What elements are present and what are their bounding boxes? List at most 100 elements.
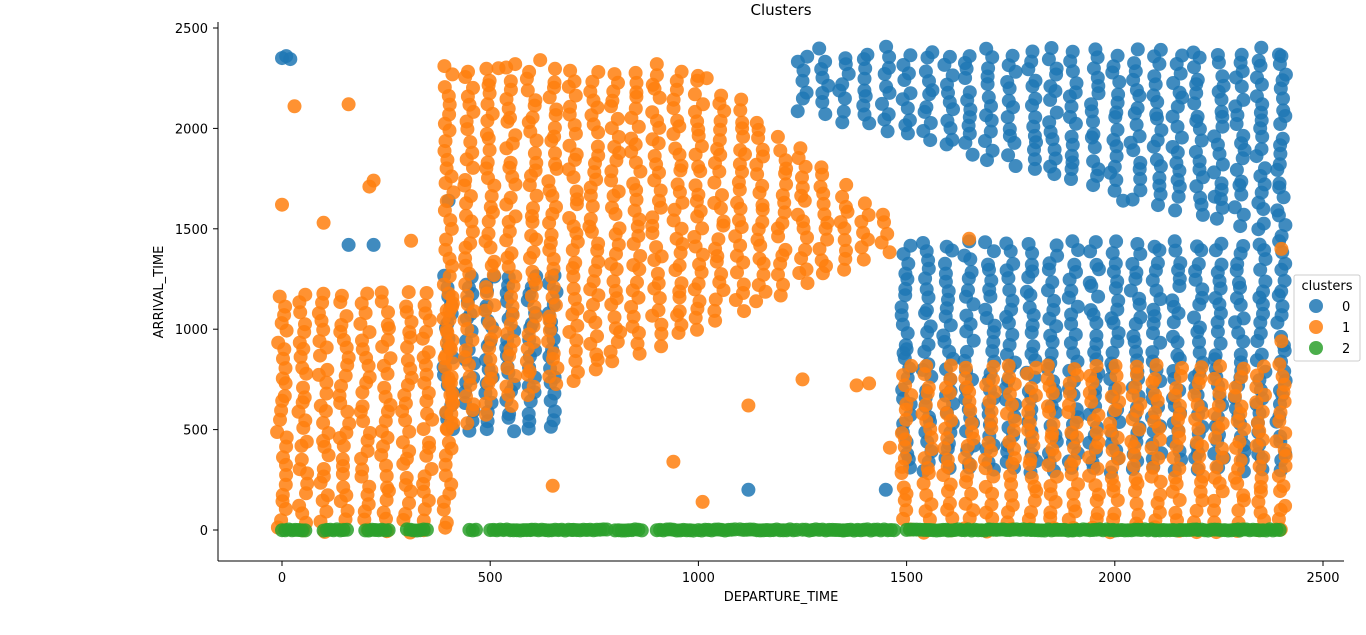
point-cluster-1	[690, 322, 704, 337]
point-cluster-1	[439, 323, 454, 338]
point-cluster-1	[626, 176, 641, 191]
point-cluster-1	[1132, 422, 1147, 437]
point-cluster-1	[1236, 361, 1251, 376]
point-cluster-1	[1169, 381, 1184, 396]
point-cluster-0	[899, 342, 914, 357]
point-cluster-1	[1040, 358, 1055, 373]
point-cluster-1	[459, 208, 473, 223]
point-cluster-1	[645, 132, 660, 147]
legend-marker-1	[1309, 320, 1323, 334]
point-cluster-0	[1278, 67, 1293, 82]
point-cluster-1	[1129, 496, 1144, 511]
point-cluster-1	[672, 304, 687, 319]
point-cluster-0	[1064, 129, 1079, 144]
point-cluster-0	[979, 41, 994, 56]
point-cluster-1	[399, 299, 414, 314]
point-cluster-0	[981, 90, 996, 105]
point-cluster-1	[313, 398, 328, 413]
point-cluster-1	[1040, 371, 1055, 386]
point-cluster-0	[1049, 105, 1064, 120]
point-cluster-1	[1066, 498, 1081, 512]
point-cluster-0	[1107, 159, 1122, 174]
point-cluster-1	[465, 145, 480, 160]
point-cluster-0	[1127, 56, 1142, 71]
point-cluster-0	[1233, 347, 1248, 362]
point-cluster-1	[674, 276, 689, 291]
point-cluster-0	[1227, 200, 1242, 215]
point-cluster-1	[1001, 358, 1016, 373]
point-cluster-0	[1064, 148, 1079, 163]
point-cluster-0	[1019, 284, 1034, 299]
point-cluster-0	[1193, 190, 1208, 205]
point-cluster-1	[465, 224, 480, 239]
point-cluster-1	[548, 146, 562, 161]
point-cluster-1	[541, 174, 556, 189]
point-cluster-0	[957, 248, 972, 263]
point-cluster-2	[1272, 523, 1287, 537]
point-cluster-1	[714, 267, 729, 282]
point-cluster-1	[590, 329, 604, 344]
point-cluster-1	[707, 175, 722, 190]
point-cluster-0	[1275, 299, 1290, 314]
point-cluster-1	[402, 424, 417, 439]
point-cluster-1	[376, 505, 391, 520]
point-cluster-1	[795, 170, 809, 185]
point-cluster-1	[735, 115, 750, 130]
point-cluster-0	[923, 116, 938, 130]
point-cluster-0	[959, 308, 974, 323]
point-cluster-0	[1000, 75, 1015, 89]
point-cluster-0	[875, 96, 889, 111]
point-cluster-1	[504, 398, 519, 413]
point-cluster-1	[1274, 334, 1289, 349]
point-cluster-1	[402, 496, 416, 511]
point-cluster-0	[283, 52, 298, 67]
point-cluster-1	[311, 306, 326, 321]
point-cluster-1	[957, 450, 972, 465]
point-cluster-0	[836, 104, 851, 119]
point-cluster-1	[334, 288, 349, 303]
point-cluster-0	[961, 283, 975, 298]
point-cluster-1	[839, 243, 853, 258]
point-cluster-1	[570, 365, 585, 380]
point-cluster-1	[1089, 359, 1104, 373]
point-cluster-1	[499, 379, 514, 394]
point-cluster-0	[1166, 76, 1181, 90]
point-cluster-1	[300, 476, 315, 491]
point-cluster-1	[320, 362, 335, 377]
point-cluster-1	[520, 83, 535, 98]
point-cluster-1	[1089, 425, 1104, 440]
point-cluster-1	[292, 335, 307, 350]
point-cluster-1	[548, 157, 563, 171]
point-cluster-1	[645, 105, 660, 120]
point-cluster-1	[1105, 443, 1120, 458]
point-cluster-1	[362, 370, 377, 385]
point-cluster-1	[312, 334, 327, 349]
point-cluster-0	[1272, 176, 1287, 191]
point-cluster-0	[981, 257, 995, 272]
point-cluster-1	[1278, 458, 1293, 473]
point-cluster-1	[1194, 360, 1209, 375]
point-cluster-0	[1277, 273, 1292, 288]
point-cluster-0	[1068, 327, 1083, 342]
point-cluster-1	[1063, 386, 1077, 401]
point-cluster-0	[1207, 189, 1222, 204]
point-cluster-1	[628, 101, 643, 116]
point-cluster-1	[942, 496, 957, 511]
point-cluster-1	[695, 221, 710, 236]
point-cluster-1	[446, 185, 461, 200]
point-cluster-1	[695, 494, 710, 509]
point-cluster-1	[381, 305, 395, 320]
point-cluster-1	[270, 425, 285, 439]
point-cluster-1	[279, 468, 294, 482]
point-cluster-0	[1043, 79, 1058, 94]
point-cluster-1	[568, 255, 583, 270]
point-cluster-0	[1105, 345, 1120, 360]
point-cluster-0	[896, 58, 911, 72]
point-cluster-0	[919, 100, 934, 115]
point-cluster-1	[1147, 371, 1162, 386]
point-cluster-1	[1131, 507, 1146, 522]
point-cluster-1	[1271, 469, 1286, 483]
point-cluster-1	[1256, 450, 1271, 465]
point-cluster-0	[1250, 70, 1264, 85]
point-cluster-0	[1274, 284, 1289, 299]
